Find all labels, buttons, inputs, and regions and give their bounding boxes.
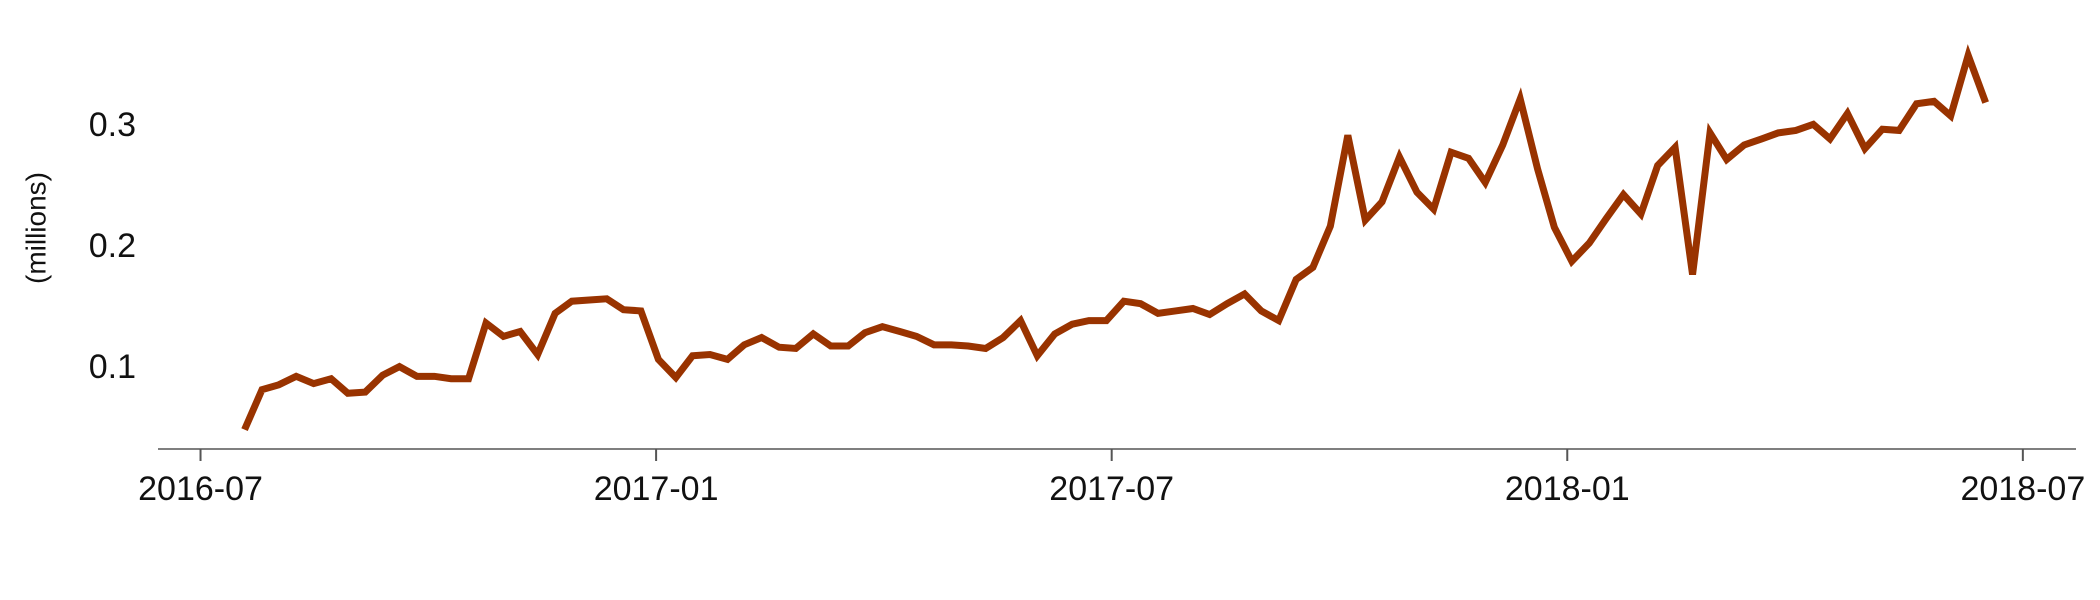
x-tick-label: 2018-07 — [1960, 470, 2085, 508]
y-tick-label: 0.2 — [89, 227, 136, 265]
y-tick-label: 0.1 — [89, 348, 136, 386]
x-tick-label: 2016-07 — [138, 470, 263, 508]
x-tick-label: 2017-07 — [1049, 470, 1174, 508]
x-tick-label: 2017-01 — [594, 470, 719, 508]
line — [241, 44, 1989, 432]
y-tick-label: 0.3 — [89, 106, 136, 144]
y-axis-label: (millions) — [20, 172, 51, 284]
x-tick-label: 2018-01 — [1505, 470, 1630, 508]
